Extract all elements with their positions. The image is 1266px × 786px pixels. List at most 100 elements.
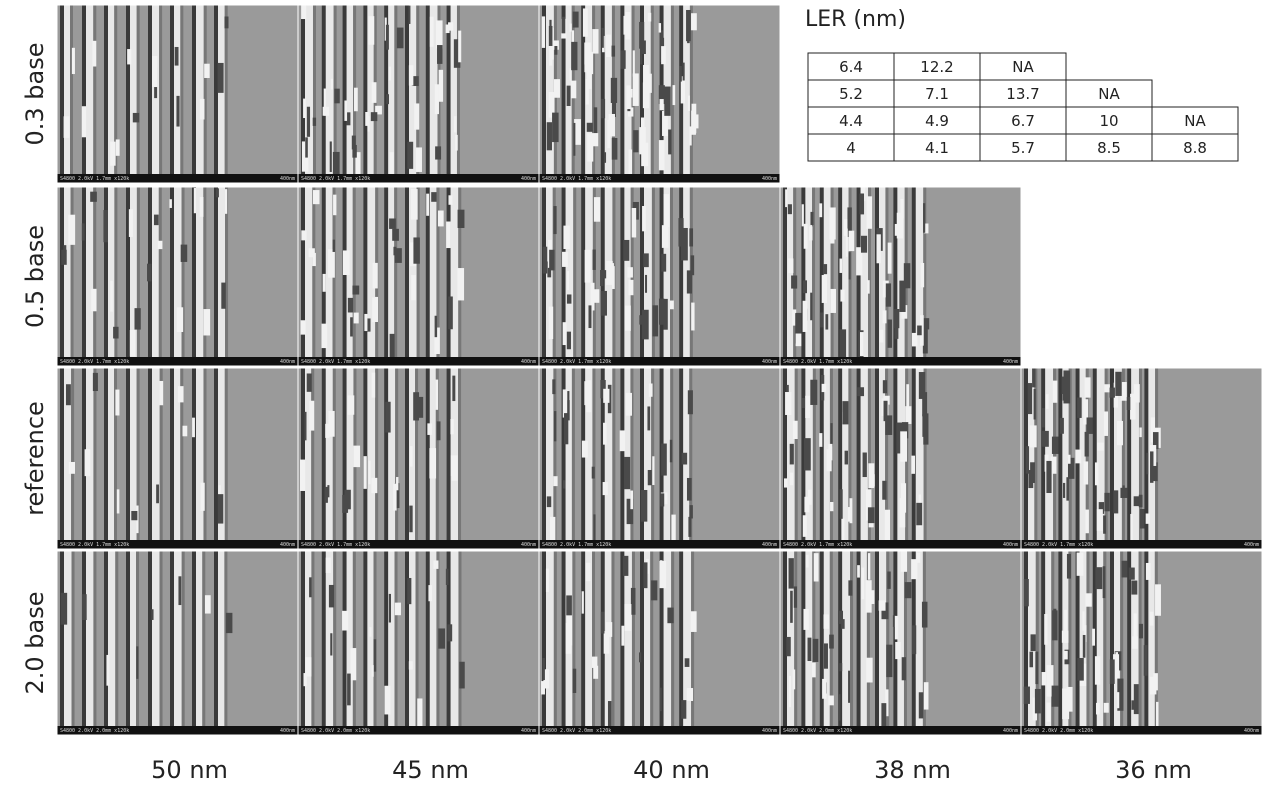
roughness bbox=[1067, 554, 1071, 579]
roughness bbox=[1115, 652, 1118, 663]
roughness bbox=[82, 594, 87, 620]
roughness bbox=[840, 489, 843, 519]
roughness bbox=[194, 188, 196, 213]
line-mid bbox=[592, 368, 595, 540]
roughness bbox=[1060, 418, 1064, 434]
roughness bbox=[1146, 513, 1150, 523]
roughness bbox=[803, 609, 808, 630]
roughness bbox=[301, 230, 306, 240]
roughness bbox=[652, 456, 654, 485]
roughness bbox=[682, 453, 688, 465]
roughness bbox=[886, 645, 892, 677]
roughness bbox=[435, 316, 437, 337]
roughness bbox=[922, 602, 928, 628]
roughness bbox=[582, 441, 588, 458]
roughness bbox=[409, 506, 412, 533]
roughness bbox=[368, 16, 374, 45]
roughness bbox=[689, 228, 693, 246]
roughness bbox=[923, 203, 925, 233]
roughness bbox=[354, 313, 359, 324]
roughness bbox=[911, 559, 917, 579]
roughness bbox=[822, 275, 827, 303]
roughness bbox=[183, 426, 188, 437]
roughness bbox=[1104, 411, 1108, 435]
roughness bbox=[546, 569, 549, 592]
roughness bbox=[1085, 510, 1089, 534]
roughness bbox=[562, 17, 566, 34]
table-value: 10 bbox=[1099, 112, 1118, 130]
line-dark bbox=[148, 5, 152, 174]
line-dark bbox=[384, 187, 388, 357]
roughness bbox=[1062, 688, 1069, 719]
roughness bbox=[586, 563, 590, 581]
roughness bbox=[1029, 652, 1033, 668]
line-bright bbox=[86, 551, 93, 726]
roughness bbox=[300, 460, 305, 491]
scale-label: 400nm bbox=[1003, 359, 1018, 365]
roughness bbox=[395, 248, 402, 263]
roughness bbox=[857, 565, 860, 577]
roughness bbox=[859, 193, 864, 214]
roughness bbox=[1077, 553, 1084, 576]
roughness bbox=[352, 145, 356, 158]
line-dark bbox=[875, 551, 879, 726]
roughness bbox=[627, 267, 633, 277]
roughness bbox=[571, 81, 577, 99]
roughness bbox=[1082, 611, 1084, 630]
roughness bbox=[641, 490, 648, 522]
roughness bbox=[692, 104, 697, 134]
roughness bbox=[868, 463, 874, 488]
roughness bbox=[130, 330, 135, 356]
roughness bbox=[116, 139, 120, 155]
roughness bbox=[169, 199, 171, 208]
roughness bbox=[330, 141, 332, 172]
roughness bbox=[592, 467, 595, 479]
roughness bbox=[131, 511, 137, 520]
roughness bbox=[867, 196, 873, 228]
image-info: S4800 2.0kV 2.0mm x120k bbox=[1024, 728, 1093, 734]
roughness bbox=[804, 497, 809, 513]
roughness bbox=[1085, 593, 1091, 606]
roughness bbox=[866, 658, 872, 683]
roughness bbox=[824, 614, 829, 628]
roughness bbox=[1077, 397, 1082, 417]
roughness bbox=[901, 483, 906, 512]
sem-image: S4800 2.0kV 1.7mm x120k400nm bbox=[298, 187, 539, 366]
line-bright bbox=[108, 368, 114, 540]
roughness bbox=[606, 622, 612, 637]
roughness bbox=[793, 421, 798, 439]
roughness bbox=[1028, 470, 1033, 488]
roughness bbox=[612, 46, 616, 57]
roughness bbox=[1053, 381, 1057, 403]
sem-image: S4800 2.0kV 2.0mm x120k400nm bbox=[539, 551, 780, 735]
roughness bbox=[549, 26, 553, 46]
roughness bbox=[633, 50, 635, 76]
sem-image: S4800 2.0kV 1.7mm x120k400nm bbox=[57, 187, 298, 366]
roughness bbox=[154, 215, 159, 226]
line-bright bbox=[430, 551, 437, 726]
line-bright bbox=[347, 368, 354, 540]
roughness bbox=[603, 482, 608, 495]
image-info: S4800 2.0kV 2.0mm x120k bbox=[783, 728, 852, 734]
roughness bbox=[175, 47, 179, 66]
line-dark bbox=[426, 551, 430, 726]
roughness bbox=[1044, 614, 1047, 645]
roughness bbox=[549, 250, 554, 271]
roughness bbox=[647, 406, 650, 430]
line-mid bbox=[394, 187, 397, 357]
roughness bbox=[625, 306, 631, 331]
roughness bbox=[681, 228, 688, 260]
line-dark bbox=[82, 5, 86, 174]
roughness bbox=[822, 679, 826, 699]
roughness bbox=[661, 46, 666, 64]
roughness bbox=[1024, 579, 1029, 606]
roughness bbox=[1087, 417, 1094, 433]
roughness bbox=[1104, 384, 1109, 392]
roughness bbox=[550, 517, 555, 540]
line-dark bbox=[60, 551, 64, 726]
roughness bbox=[628, 280, 633, 295]
image-info: S4800 2.0kV 1.7mm x120k bbox=[1024, 542, 1093, 548]
line-mid bbox=[203, 368, 206, 540]
